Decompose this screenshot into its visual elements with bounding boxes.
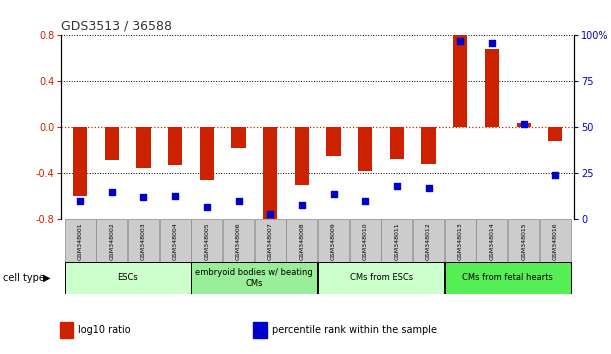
FancyBboxPatch shape — [540, 219, 571, 262]
FancyBboxPatch shape — [445, 262, 571, 294]
Point — [139, 195, 148, 200]
FancyBboxPatch shape — [413, 219, 444, 262]
FancyBboxPatch shape — [65, 262, 191, 294]
Text: CMs from fetal hearts: CMs from fetal hearts — [463, 273, 553, 282]
Bar — [60, 322, 73, 338]
Text: GSM348012: GSM348012 — [426, 222, 431, 259]
Text: CMs from ESCs: CMs from ESCs — [349, 273, 412, 282]
Bar — [548, 127, 563, 141]
Bar — [295, 127, 309, 185]
Text: GSM348015: GSM348015 — [521, 222, 526, 259]
FancyBboxPatch shape — [255, 219, 286, 262]
FancyBboxPatch shape — [97, 219, 127, 262]
FancyBboxPatch shape — [223, 219, 254, 262]
Bar — [232, 127, 246, 148]
Point — [455, 38, 465, 44]
FancyBboxPatch shape — [508, 219, 539, 262]
Text: GSM348013: GSM348013 — [458, 222, 463, 259]
Text: GSM348007: GSM348007 — [268, 222, 273, 259]
Text: log10 ratio: log10 ratio — [78, 325, 131, 335]
Bar — [358, 127, 372, 171]
FancyBboxPatch shape — [477, 219, 508, 262]
Point — [519, 121, 529, 127]
Text: GSM348006: GSM348006 — [236, 222, 241, 259]
Point — [329, 191, 338, 196]
Text: GSM348004: GSM348004 — [173, 222, 178, 259]
Bar — [422, 127, 436, 164]
Text: GSM348014: GSM348014 — [489, 222, 494, 259]
Bar — [136, 127, 150, 168]
Point — [360, 198, 370, 204]
Text: GSM348001: GSM348001 — [78, 222, 82, 259]
Bar — [390, 127, 404, 159]
Point — [487, 40, 497, 46]
FancyBboxPatch shape — [445, 219, 476, 262]
Text: GSM348016: GSM348016 — [553, 222, 558, 259]
Point — [297, 202, 307, 207]
Point — [202, 204, 212, 210]
Text: GDS3513 / 36588: GDS3513 / 36588 — [61, 20, 172, 33]
Text: GSM348008: GSM348008 — [299, 222, 304, 259]
FancyBboxPatch shape — [318, 262, 444, 294]
Text: GSM348005: GSM348005 — [204, 222, 210, 259]
Text: ESCs: ESCs — [117, 273, 138, 282]
Text: cell type: cell type — [3, 273, 45, 283]
FancyBboxPatch shape — [65, 219, 96, 262]
FancyBboxPatch shape — [159, 219, 191, 262]
Bar — [253, 322, 266, 338]
Bar — [73, 127, 87, 196]
FancyBboxPatch shape — [381, 219, 412, 262]
Text: GSM348002: GSM348002 — [109, 222, 114, 259]
FancyBboxPatch shape — [287, 219, 317, 262]
Text: GSM348009: GSM348009 — [331, 222, 336, 259]
Point — [233, 198, 243, 204]
Point — [75, 198, 85, 204]
Bar — [485, 49, 499, 127]
Text: embryoid bodies w/ beating
CMs: embryoid bodies w/ beating CMs — [196, 268, 313, 287]
FancyBboxPatch shape — [191, 262, 317, 294]
Bar — [326, 127, 341, 156]
Text: GSM348010: GSM348010 — [363, 222, 368, 259]
FancyBboxPatch shape — [191, 219, 222, 262]
Bar — [104, 127, 119, 160]
Text: GSM348003: GSM348003 — [141, 222, 146, 259]
Point — [107, 189, 117, 195]
Bar — [453, 35, 467, 127]
Bar — [263, 127, 277, 219]
Point — [423, 185, 433, 191]
Bar — [168, 127, 182, 165]
FancyBboxPatch shape — [349, 219, 381, 262]
Point — [170, 193, 180, 198]
Text: percentile rank within the sample: percentile rank within the sample — [272, 325, 437, 335]
Text: GSM348011: GSM348011 — [395, 222, 400, 259]
FancyBboxPatch shape — [318, 219, 349, 262]
FancyBboxPatch shape — [128, 219, 159, 262]
Bar — [516, 123, 531, 127]
Text: ▶: ▶ — [43, 273, 51, 283]
Point — [551, 172, 560, 178]
Bar — [200, 127, 214, 181]
Point — [392, 183, 402, 189]
Point — [265, 211, 275, 217]
